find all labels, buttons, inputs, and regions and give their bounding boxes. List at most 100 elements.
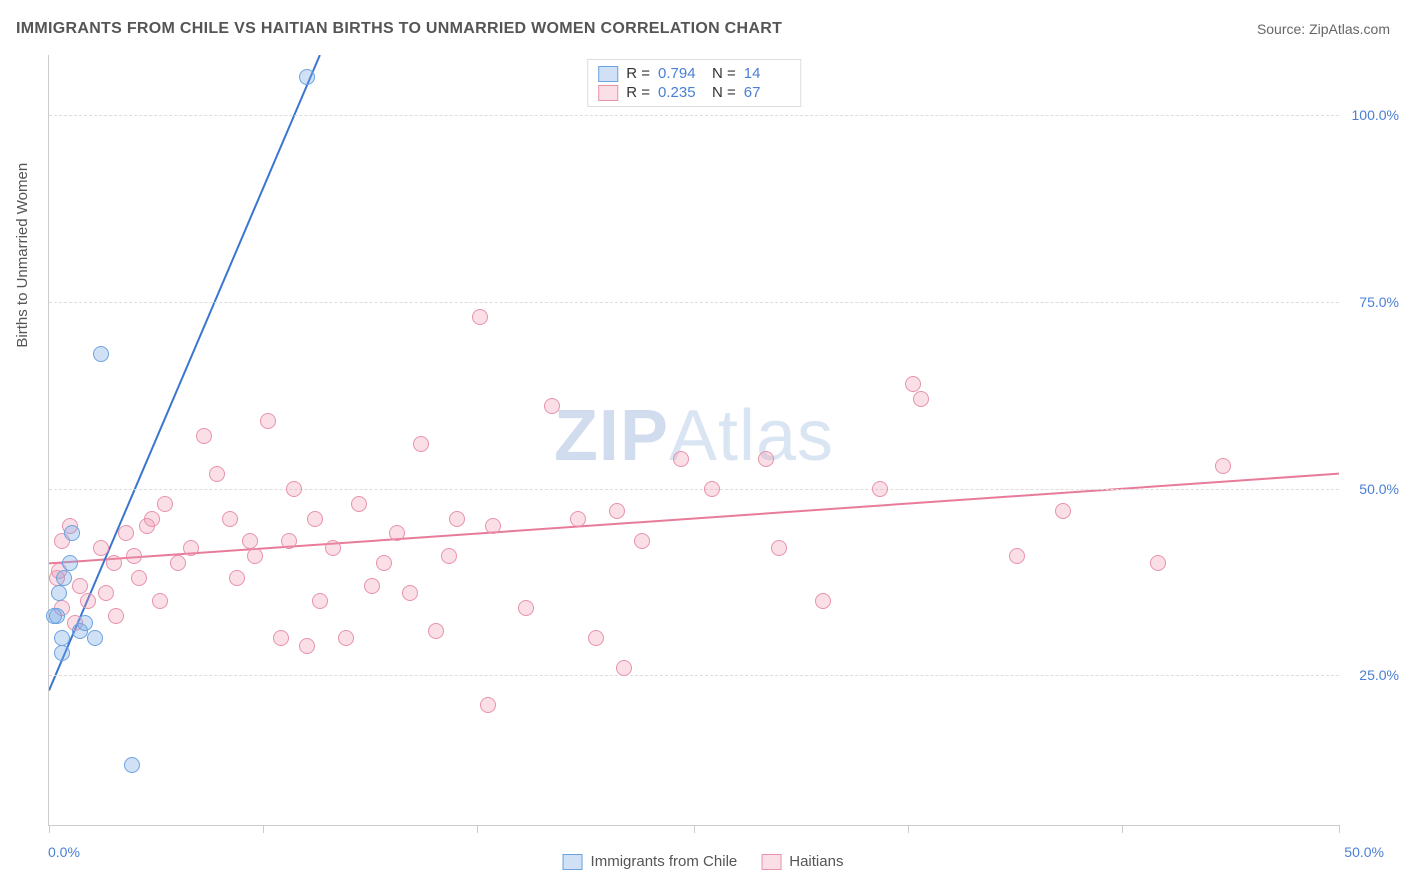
data-point-haitians bbox=[209, 466, 225, 482]
data-point-haitians bbox=[905, 376, 921, 392]
data-point-haitians bbox=[222, 511, 238, 527]
data-point-haitians bbox=[273, 630, 289, 646]
data-point-haitians bbox=[260, 413, 276, 429]
data-point-haitians bbox=[588, 630, 604, 646]
x-tick-max: 50.0% bbox=[1344, 844, 1384, 860]
data-point-haitians bbox=[449, 511, 465, 527]
x-tick bbox=[263, 825, 264, 833]
data-point-chile bbox=[124, 757, 140, 773]
data-point-haitians bbox=[544, 398, 560, 414]
trend-lines-layer bbox=[49, 55, 1339, 825]
data-point-haitians bbox=[157, 496, 173, 512]
source-attribution: Source: ZipAtlas.com bbox=[1257, 21, 1390, 37]
data-point-haitians bbox=[428, 623, 444, 639]
data-point-chile bbox=[87, 630, 103, 646]
data-point-haitians bbox=[472, 309, 488, 325]
data-point-haitians bbox=[108, 608, 124, 624]
data-point-haitians bbox=[325, 540, 341, 556]
data-point-haitians bbox=[286, 481, 302, 497]
stats-row-haitians: R = 0.235 N = 67 bbox=[598, 83, 790, 102]
data-point-haitians bbox=[80, 593, 96, 609]
data-point-haitians bbox=[673, 451, 689, 467]
data-point-haitians bbox=[570, 511, 586, 527]
y-tick-label: 50.0% bbox=[1347, 481, 1399, 497]
trend-line-haitians bbox=[49, 474, 1339, 564]
data-point-haitians bbox=[376, 555, 392, 571]
data-point-haitians bbox=[98, 585, 114, 601]
stats-legend: R = 0.794 N = 14 R = 0.235 N = 67 bbox=[587, 59, 801, 107]
data-point-haitians bbox=[815, 593, 831, 609]
y-tick-label: 75.0% bbox=[1347, 294, 1399, 310]
legend-label-haitians: Haitians bbox=[789, 853, 843, 870]
legend-label-chile: Immigrants from Chile bbox=[591, 853, 738, 870]
data-point-haitians bbox=[106, 555, 122, 571]
data-point-haitians bbox=[1215, 458, 1231, 474]
data-point-haitians bbox=[242, 533, 258, 549]
data-point-haitians bbox=[1055, 503, 1071, 519]
data-point-haitians bbox=[518, 600, 534, 616]
data-point-haitians bbox=[758, 451, 774, 467]
x-tick bbox=[477, 825, 478, 833]
data-point-haitians bbox=[247, 548, 263, 564]
watermark: ZIPAtlas bbox=[554, 395, 834, 477]
data-point-haitians bbox=[389, 525, 405, 541]
data-point-haitians bbox=[118, 525, 134, 541]
legend-item-haitians: Haitians bbox=[761, 853, 843, 870]
chart-title: IMMIGRANTS FROM CHILE VS HAITIAN BIRTHS … bbox=[16, 20, 782, 38]
data-point-haitians bbox=[196, 428, 212, 444]
data-point-haitians bbox=[131, 570, 147, 586]
data-point-haitians bbox=[338, 630, 354, 646]
gridline bbox=[49, 115, 1339, 116]
data-point-haitians bbox=[634, 533, 650, 549]
swatch-haitians-icon bbox=[761, 854, 781, 870]
gridline bbox=[49, 675, 1339, 676]
x-tick-min: 0.0% bbox=[48, 844, 80, 860]
data-point-chile bbox=[54, 645, 70, 661]
swatch-chile-icon bbox=[563, 854, 583, 870]
data-point-haitians bbox=[441, 548, 457, 564]
stats-row-chile: R = 0.794 N = 14 bbox=[598, 64, 790, 83]
x-tick bbox=[1122, 825, 1123, 833]
data-point-haitians bbox=[402, 585, 418, 601]
y-tick-label: 25.0% bbox=[1347, 667, 1399, 683]
data-point-haitians bbox=[72, 578, 88, 594]
series-legend: Immigrants from Chile Haitians bbox=[563, 853, 844, 870]
data-point-chile bbox=[77, 615, 93, 631]
data-point-haitians bbox=[229, 570, 245, 586]
x-tick bbox=[49, 825, 50, 833]
data-point-chile bbox=[56, 570, 72, 586]
data-point-haitians bbox=[351, 496, 367, 512]
x-tick bbox=[908, 825, 909, 833]
legend-item-chile: Immigrants from Chile bbox=[563, 853, 738, 870]
data-point-haitians bbox=[913, 391, 929, 407]
data-point-haitians bbox=[616, 660, 632, 676]
y-tick-label: 100.0% bbox=[1347, 107, 1399, 123]
data-point-chile bbox=[49, 608, 65, 624]
y-axis-label: Births to Unmarried Women bbox=[14, 163, 31, 348]
data-point-haitians bbox=[704, 481, 720, 497]
data-point-chile bbox=[62, 555, 78, 571]
data-point-haitians bbox=[93, 540, 109, 556]
plot-area: ZIPAtlas R = 0.794 N = 14 R = 0.235 N = … bbox=[48, 55, 1339, 826]
data-point-haitians bbox=[1009, 548, 1025, 564]
data-point-chile bbox=[64, 525, 80, 541]
data-point-haitians bbox=[609, 503, 625, 519]
data-point-haitians bbox=[183, 540, 199, 556]
data-point-haitians bbox=[1150, 555, 1166, 571]
data-point-chile bbox=[299, 69, 315, 85]
data-point-haitians bbox=[480, 697, 496, 713]
data-point-haitians bbox=[364, 578, 380, 594]
data-point-haitians bbox=[413, 436, 429, 452]
data-point-haitians bbox=[312, 593, 328, 609]
data-point-haitians bbox=[485, 518, 501, 534]
x-tick bbox=[1339, 825, 1340, 833]
data-point-haitians bbox=[299, 638, 315, 654]
data-point-haitians bbox=[771, 540, 787, 556]
data-point-haitians bbox=[126, 548, 142, 564]
gridline bbox=[49, 302, 1339, 303]
data-point-haitians bbox=[144, 511, 160, 527]
data-point-chile bbox=[93, 346, 109, 362]
x-tick bbox=[694, 825, 695, 833]
data-point-haitians bbox=[170, 555, 186, 571]
gridline bbox=[49, 489, 1339, 490]
